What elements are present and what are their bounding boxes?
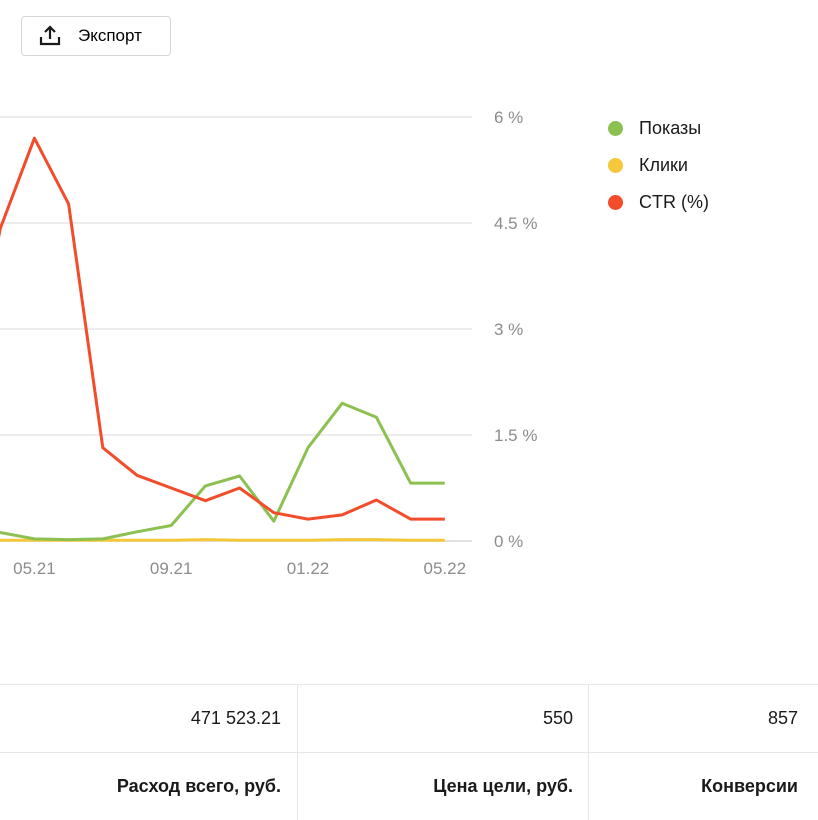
column-header-total-spend[interactable]: Расход всего, руб. [0,753,298,820]
cell-goal-price-value: 550 [298,685,589,752]
y-tick-label: 1.5 % [494,426,537,445]
series-line-ctr [0,136,445,521]
x-tick-label: 05.22 [424,559,467,578]
cell-conversions-value: 857 [767,708,798,728]
chart-series [0,136,445,542]
x-tick-label: 09.21 [150,559,193,578]
y-tick-label: 6 % [494,108,523,127]
stats-table: 471 523.21 550 857 Расход всего, руб. Це… [0,684,818,820]
table-row-values: 471 523.21 550 857 [0,684,818,752]
column-header-conversions[interactable]: Конверсии [701,776,798,796]
export-label: Экспорт [78,26,142,45]
table-row-headers: Расход всего, руб. Цена цели, руб. Конве… [0,752,818,820]
series-line-shows [0,401,445,542]
x-axis-ticks: 05.21 09.21 01.22 05.22 [13,559,466,578]
legend-label-ctr: CTR (%) [639,192,709,212]
y-axis-ticks: 6 % 4.5 % 3 % 1.5 % 0 % [494,108,537,551]
legend-dot-ctr [608,195,623,210]
x-tick-label: 05.21 [13,559,56,578]
x-tick-label: 01.22 [287,559,330,578]
y-tick-label: 4.5 % [494,214,537,233]
y-tick-label: 3 % [494,320,523,339]
legend-dot-shows [608,121,623,136]
upload-icon [39,25,61,47]
export-button[interactable]: Экспорт [21,16,171,56]
y-tick-label: 0 % [494,532,523,551]
column-header-goal-price[interactable]: Цена цели, руб. [298,753,589,820]
legend-dot-clicks [608,158,623,173]
chart-legend: Показы Клики CTR (%) [608,110,709,221]
legend-label-clicks: Клики [639,155,688,175]
legend-item-clicks[interactable]: Клики [608,147,709,184]
legend-label-shows: Показы [639,118,702,138]
legend-item-shows[interactable]: Показы [608,110,709,147]
legend-item-ctr[interactable]: CTR (%) [608,184,709,221]
line-chart: 6 % 4.5 % 3 % 1.5 % 0 % 05.21 09.21 01.22 05.22 [0,108,537,578]
cell-total-spend-value: 471 523.21 [0,685,298,752]
